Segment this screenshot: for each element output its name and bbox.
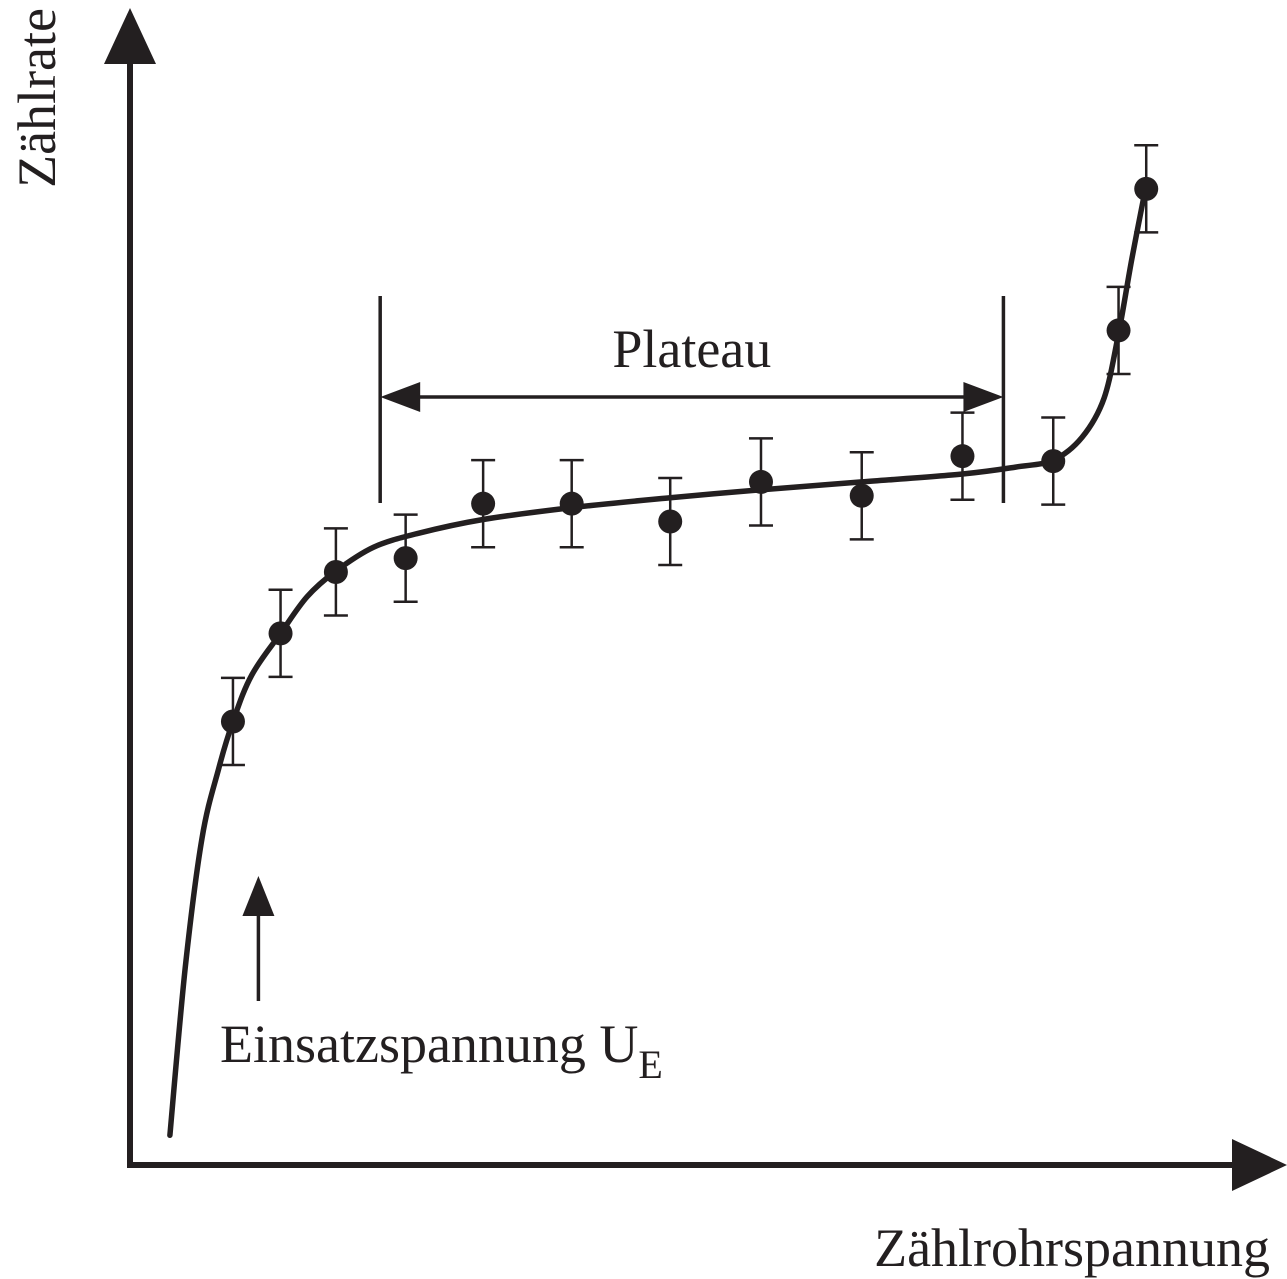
data-point-marker xyxy=(1134,176,1159,201)
data-point xyxy=(658,476,683,567)
data-points xyxy=(220,144,1159,767)
data-point xyxy=(323,527,348,617)
data-point xyxy=(1134,144,1159,234)
plateau-arrowhead-left xyxy=(380,382,421,412)
data-point xyxy=(950,411,975,501)
data-point-marker xyxy=(220,709,245,734)
data-point-marker xyxy=(393,546,418,571)
data-point-marker xyxy=(849,483,874,508)
data-point xyxy=(1041,416,1066,506)
x-axis-arrowhead xyxy=(1232,1139,1287,1191)
data-point xyxy=(220,676,245,767)
data-point-marker xyxy=(268,621,293,646)
data-point-marker xyxy=(1106,318,1131,343)
data-point xyxy=(1106,285,1131,376)
onset-arrowhead xyxy=(242,876,275,916)
onset-label-subscript: E xyxy=(638,1042,662,1087)
onset-label: Einsatzspannung UE xyxy=(220,1014,663,1087)
data-point xyxy=(268,588,293,679)
data-point-marker xyxy=(559,491,584,516)
plateau-arrowhead-right xyxy=(963,382,1004,412)
data-point xyxy=(393,513,418,603)
data-point-marker xyxy=(658,509,683,534)
x-axis-label: Zählrohrspannung xyxy=(874,1218,1270,1278)
onset-label-text: Einsatzspannung U xyxy=(220,1014,638,1074)
data-point xyxy=(748,437,773,527)
y-axis-arrowhead xyxy=(104,8,156,64)
y-axis-label: Zählrate xyxy=(7,8,67,188)
fit-curve xyxy=(167,182,1149,1139)
data-point xyxy=(559,458,584,549)
data-point-marker xyxy=(748,469,773,494)
data-point-marker xyxy=(471,491,496,516)
data-point xyxy=(849,450,874,541)
data-point-marker xyxy=(1041,449,1066,474)
data-point-marker xyxy=(323,559,348,584)
data-point xyxy=(471,458,496,549)
data-point-marker xyxy=(950,444,975,469)
plateau-label: Plateau xyxy=(612,319,771,379)
